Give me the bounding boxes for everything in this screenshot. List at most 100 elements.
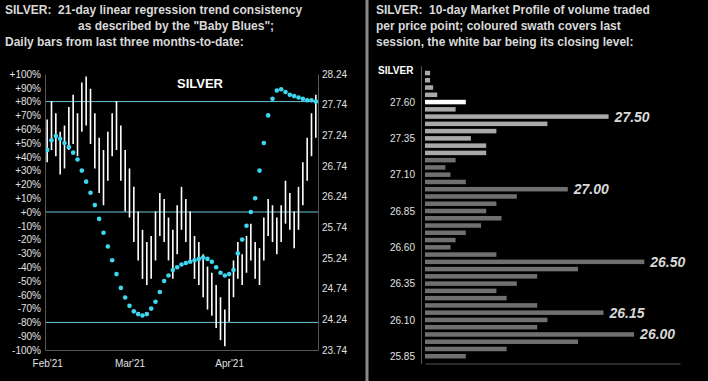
price-bar (276, 218, 278, 255)
trend-dot (101, 230, 106, 235)
price-bar (246, 236, 248, 273)
y-tick-label: -30% (18, 248, 41, 259)
y-tick-label: -40% (18, 262, 41, 273)
y-tick-label: 26.85 (390, 206, 415, 217)
price-bar (107, 132, 109, 181)
y-tick-label: 27.60 (390, 97, 415, 108)
y2-tick: 25.24 (318, 253, 347, 264)
trend-dot (283, 90, 288, 95)
volume-bar (425, 332, 634, 337)
price-bar (259, 248, 261, 285)
volume-bar (425, 93, 437, 98)
y-tick: 27.60 (390, 97, 421, 108)
price-bar (163, 199, 165, 242)
y2-tick: 27.24 (318, 130, 347, 141)
price-bar (77, 113, 79, 156)
price-bar (51, 101, 53, 150)
y-tick-label: 27.35 (390, 133, 415, 144)
y-tick-label: +100% (10, 69, 42, 80)
reference-line (45, 322, 318, 323)
price-bar (116, 101, 118, 150)
x-tick: Apr'21 (215, 350, 244, 369)
price-bar (189, 211, 191, 260)
y-tick-label: -10% (18, 221, 41, 232)
y-tick-label: -20% (18, 234, 41, 245)
y-tick-label: 26.60 (390, 242, 415, 253)
volume-bar (425, 252, 496, 257)
trend-dot (106, 244, 111, 249)
y-tick: +80% (15, 96, 45, 107)
volume-bar (425, 143, 486, 148)
price-bar (207, 267, 209, 310)
trend-dot (223, 273, 228, 278)
volume-bar (425, 231, 466, 236)
volume-bar (425, 201, 496, 206)
y-tick: -100% (12, 345, 45, 356)
trend-dot (253, 196, 258, 201)
y-tick: +60% (15, 124, 45, 135)
y-tick: -50% (18, 276, 45, 287)
trend-dot (270, 97, 275, 102)
trend-dot (257, 168, 262, 173)
trend-dot (136, 312, 141, 317)
y-tick-label: -60% (18, 290, 41, 301)
y2-tick: 26.74 (318, 161, 347, 172)
trend-dot (188, 259, 193, 264)
y2-tick-label: 24.74 (322, 283, 347, 294)
y-tick-label: +20% (15, 179, 41, 190)
y-tick: 26.60 (390, 242, 421, 253)
price-bar (185, 199, 187, 242)
y-tick: +90% (15, 83, 45, 94)
y-tick-label: 25.85 (390, 351, 415, 362)
volume-bar (425, 267, 578, 272)
volume-bar (425, 260, 644, 265)
level-label: 26.50 (649, 254, 685, 270)
price-bar (120, 126, 122, 181)
y2-tick-label: 24.24 (322, 314, 347, 325)
y-tick: +0% (21, 207, 45, 218)
trend-dot (80, 168, 85, 173)
volume-bar (425, 114, 609, 119)
trend-dot (262, 141, 267, 146)
price-bar (211, 273, 213, 316)
y-tick-label: +10% (15, 193, 41, 204)
price-bar (124, 150, 126, 211)
volume-bar (425, 238, 456, 243)
y2-tick-label: 26.74 (322, 161, 347, 172)
y-tick-label: -80% (18, 317, 41, 328)
volume-bar (425, 303, 537, 308)
y-tick: 26.10 (390, 315, 421, 326)
chart-root: SILVER: 21-day linear regression trend c… (0, 0, 708, 381)
x-axis-line (426, 364, 681, 365)
y-tick: -30% (18, 248, 45, 259)
price-bar (137, 211, 139, 260)
volume-bar (425, 151, 486, 156)
panel-divider (366, 0, 369, 381)
y-tick: +10% (15, 193, 45, 204)
trend-dot (140, 313, 145, 318)
trend-dot (210, 259, 215, 264)
y2-tick: 25.74 (318, 222, 347, 233)
y-tick: -80% (18, 317, 45, 328)
y-axis: -100%-90%-80%-70%-60%-50%-40%-30%-20%-10… (10, 69, 46, 356)
y-tick-label: 26.35 (390, 278, 415, 289)
price-bar (181, 187, 183, 230)
trend-dot (75, 157, 80, 162)
x-tick: Mar'21 (115, 350, 146, 369)
volume-bar (425, 274, 537, 279)
price-bar (298, 187, 300, 230)
y-tick: -20% (18, 234, 45, 245)
trend-dot (266, 113, 271, 118)
y2-tick: 24.24 (318, 314, 347, 325)
price-bar (202, 254, 204, 297)
volume-bar (425, 180, 466, 185)
y-axis-line (45, 75, 46, 351)
y-tick: +20% (15, 179, 45, 190)
trend-dot (132, 309, 137, 314)
y2-tick-label: 25.24 (322, 253, 347, 264)
trend-dot (296, 95, 301, 100)
trend-dot (192, 258, 197, 263)
price-bar (129, 168, 131, 217)
trend-dot (179, 262, 184, 267)
trend-dot (292, 94, 297, 99)
